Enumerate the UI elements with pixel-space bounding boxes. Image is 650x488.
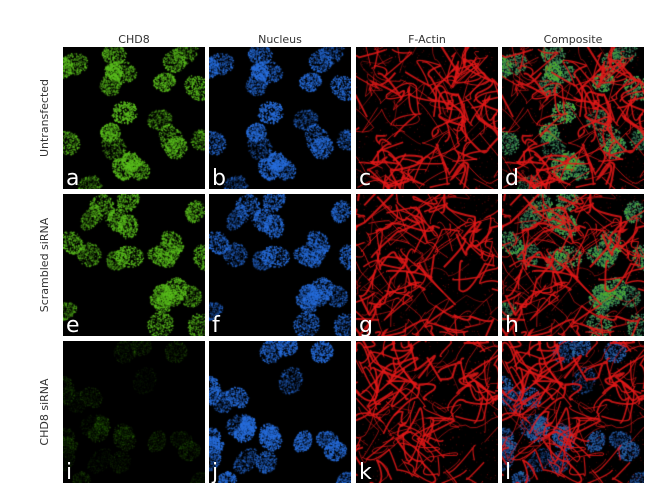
panel-letter: d — [505, 166, 519, 190]
panel-letter: h — [505, 313, 519, 337]
panel-letter: f — [212, 313, 220, 337]
panel-letter: j — [212, 460, 219, 484]
micrograph-d: d — [502, 47, 644, 189]
micrograph-h: h — [502, 194, 644, 336]
micrograph-j: j — [209, 341, 351, 483]
panel-letter: c — [359, 166, 372, 190]
micrograph-f: f — [209, 194, 351, 336]
column-title-composite: Composite — [543, 33, 603, 46]
micrograph-l: l — [502, 341, 644, 483]
row-label-chd8-sirna: CHD8 siRNA — [38, 378, 51, 446]
micrograph-i: i — [63, 341, 205, 483]
panel-letter: b — [212, 166, 226, 190]
row-label-untransfected: Untransfected — [38, 78, 51, 158]
micrograph-k: k — [356, 341, 498, 483]
panel-letter: i — [66, 460, 73, 484]
panel-letter: k — [359, 460, 372, 484]
column-title-chd8: CHD8 — [118, 33, 150, 46]
panel-letter: l — [505, 460, 512, 484]
micrograph-g: g — [356, 194, 498, 336]
column-title-f-actin: F-Actin — [408, 33, 446, 46]
panel-letter: a — [66, 166, 80, 190]
column-title-nucleus: Nucleus — [258, 33, 302, 46]
micrograph-c: c — [356, 47, 498, 189]
panel-letter: e — [66, 313, 80, 337]
micrograph-e: e — [63, 194, 205, 336]
micrograph-b: b — [209, 47, 351, 189]
row-label-scrambled-sirna: Scrambled siRNA — [38, 217, 51, 313]
panel-letter: g — [359, 313, 373, 337]
micrograph-a: a — [63, 47, 205, 189]
